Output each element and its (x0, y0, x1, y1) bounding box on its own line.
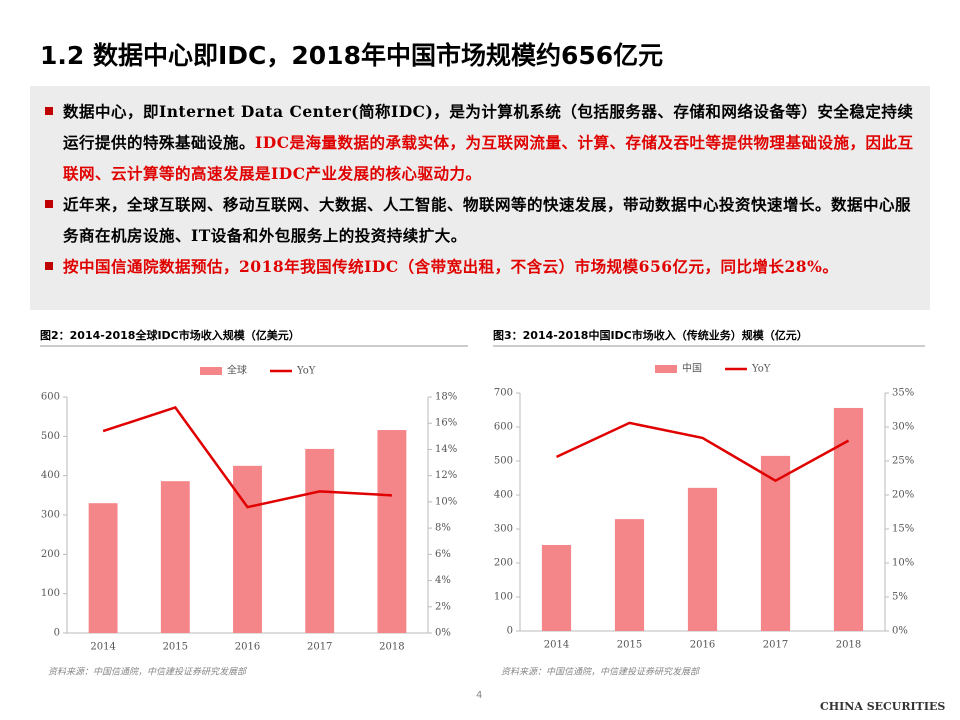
x-tick-label: 2017 (763, 640, 788, 651)
legend-label: YoY (751, 364, 771, 375)
y2-tick-label: 15% (892, 524, 914, 535)
legend-label: 中国 (682, 362, 702, 375)
page-number: 4 (476, 690, 483, 701)
x-tick-label: 2014 (90, 642, 115, 653)
line (102, 406, 392, 509)
bar (377, 430, 407, 633)
y-tick-label: 700 (494, 388, 513, 399)
bullet-text: 近年来，全球互联网、移动互联网、大数据、人工智能、物联网等的快速发展，带动数据中… (63, 195, 912, 245)
bar (88, 503, 118, 633)
y2-tick-label: 20% (892, 490, 914, 501)
bullet-text: IDC是海量数据的承载实体，为互联网流量、计算、存储及吞吐等提供物理基础设施，因… (63, 133, 914, 183)
y-tick-label: 0 (507, 626, 513, 637)
y-tick-label: 400 (494, 490, 513, 501)
y-tick-label: 100 (41, 588, 60, 599)
y-tick-label: 200 (494, 558, 513, 569)
y-tick-label: 100 (494, 592, 513, 603)
bullet: 按中国信通院数据预估，2018年我国传统IDC（含带宽出租，不含云）市场规模65… (45, 251, 915, 282)
chart-title: 图2：2014-2018全球IDC市场收入规模（亿美元） (40, 328, 300, 342)
y2-tick-label: 0% (892, 626, 908, 637)
bar (233, 465, 262, 633)
x-tick-label: 2018 (379, 642, 404, 653)
y2-tick-label: 10% (892, 558, 914, 569)
bar (541, 544, 572, 631)
y-tick-label: 600 (41, 392, 60, 403)
y2-tick-label: 30% (892, 422, 914, 433)
y-tick-label: 200 (41, 549, 60, 560)
bar (760, 455, 791, 631)
bar (160, 481, 190, 633)
bullet: 近年来，全球互联网、移动互联网、大数据、人工智能、物联网等的快速发展，带动数据中… (45, 189, 915, 251)
legend-swatch (655, 365, 677, 373)
chart-title: 图3：2014-2018中国IDC市场收入（传统业务）规模（亿元） (493, 328, 808, 342)
y2-tick-label: 2% (435, 601, 451, 612)
x-tick-label: 2014 (544, 640, 569, 651)
bar (687, 487, 718, 631)
y2-tick-label: 12% (435, 470, 457, 481)
x-tick-label: 2017 (307, 642, 332, 653)
source-note: 资料来源：中国信通院，中信建投证券研究发展部 (48, 667, 248, 678)
y2-tick-label: 35% (892, 388, 914, 399)
y-tick-label: 500 (41, 431, 60, 442)
y-tick-label: 400 (41, 470, 60, 481)
line (555, 421, 850, 483)
legend-swatch (200, 367, 222, 375)
source-note: 资料来源：中国信通院，中信建投证券研究发展部 (501, 667, 701, 678)
x-tick-label: 2015 (617, 640, 642, 651)
y2-tick-label: 0% (435, 628, 451, 639)
bullet: 数据中心，即Internet Data Center(简称IDC)，是为计算机系… (45, 96, 915, 189)
y-tick-label: 0 (54, 628, 60, 639)
x-tick-label: 2016 (235, 642, 260, 653)
y2-tick-label: 4% (435, 575, 451, 586)
y-tick-label: 300 (494, 524, 513, 535)
y2-tick-label: 5% (892, 592, 908, 603)
legend-label: YoY (296, 366, 316, 377)
y-tick-label: 300 (41, 510, 60, 521)
slide-title: 1.2 数据中心即IDC，2018年中国市场规模约656亿元 (40, 41, 664, 70)
bullet-box: 数据中心，即Internet Data Center(简称IDC)，是为计算机系… (30, 86, 930, 310)
brand: CHINA SECURITIES (820, 700, 946, 713)
legend-label: 全球 (227, 364, 247, 377)
bullet-text: 按中国信通院数据预估，2018年我国传统IDC（含带宽出租，不含云）市场规模65… (63, 257, 839, 276)
y-tick-label: 500 (494, 456, 513, 467)
y2-tick-label: 10% (435, 496, 457, 507)
x-tick-label: 2015 (163, 642, 188, 653)
bullet-text: 数据中心，即Internet Data Center(简称IDC)，是为计算机系… (63, 102, 914, 152)
y2-tick-label: 18% (435, 392, 457, 403)
y-tick-label: 600 (494, 422, 513, 433)
y2-tick-label: 14% (435, 444, 457, 455)
y2-tick-label: 16% (435, 418, 457, 429)
bar (614, 519, 645, 631)
y2-tick-label: 6% (435, 549, 451, 560)
charts: 图2：2014-2018全球IDC市场收入规模（亿美元） 0 100 200 300 40… (40, 328, 925, 678)
y2-tick-label: 8% (435, 523, 451, 534)
x-tick-label: 2018 (836, 640, 861, 651)
bar (305, 448, 335, 633)
y2-tick-label: 25% (892, 456, 914, 467)
x-tick-label: 2016 (690, 640, 715, 651)
